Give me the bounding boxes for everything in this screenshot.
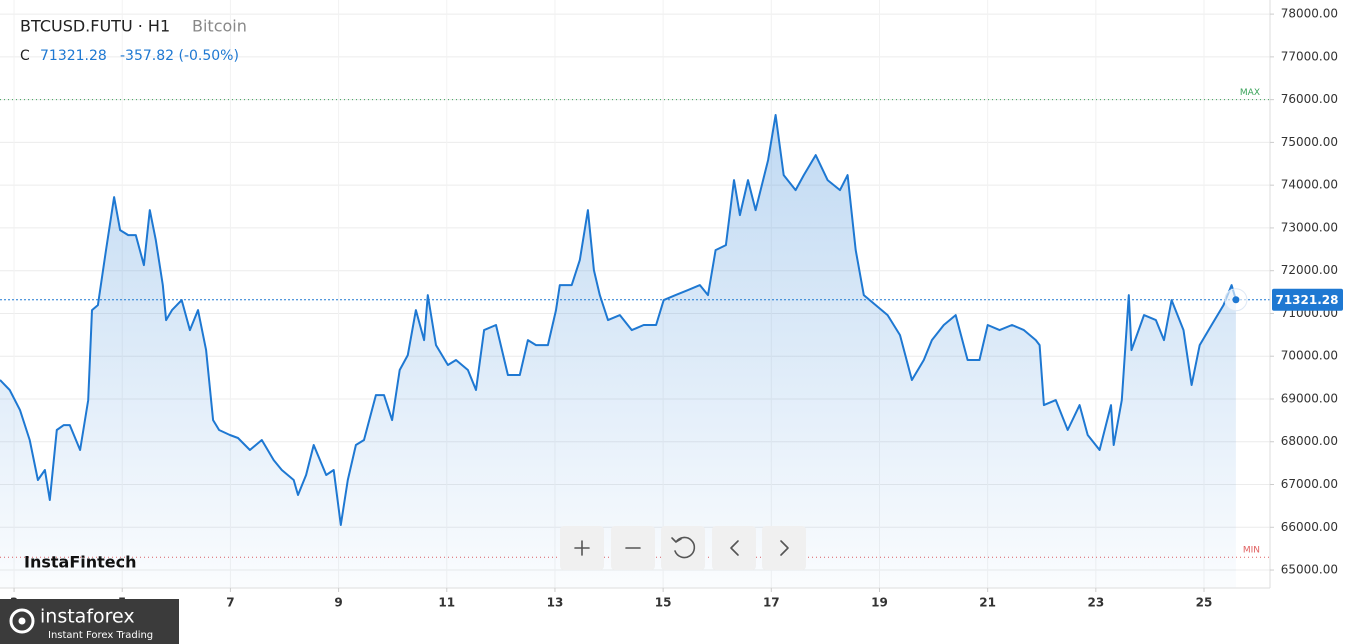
y-tick-label: 75000.00: [1281, 135, 1338, 149]
logo-text: instaforex: [40, 606, 135, 628]
line: [0, 114, 1237, 526]
scroll-left-button[interactable]: [712, 526, 756, 570]
logo-icon: [9, 608, 35, 634]
y-tick-label: 78000.00: [1281, 7, 1338, 21]
zoom-out-button[interactable]: [611, 526, 655, 570]
plot: [0, 114, 1270, 588]
x-tick-label: 23: [1087, 596, 1104, 610]
x-tick-label: 13: [547, 596, 564, 610]
x-tick-label: 9: [334, 596, 342, 610]
y-tick-label: 67000.00: [1281, 477, 1338, 491]
area: [0, 115, 1236, 588]
y-tick-label: 76000.00: [1281, 92, 1338, 106]
watermark: InstaFintech: [24, 553, 137, 572]
x-tick-label: 19: [871, 596, 888, 610]
last-price-label: 71321.28: [1275, 293, 1338, 307]
y-tick-label: 77000.00: [1281, 49, 1338, 63]
close-value: 71321.28: [40, 48, 107, 64]
reset-button[interactable]: [661, 526, 705, 570]
x-tick-label: 21: [979, 596, 996, 610]
x-tick-label: 11: [438, 596, 455, 610]
close-prefix: C: [20, 48, 30, 64]
last-price-dot: [1232, 296, 1240, 304]
x-tick-label: 15: [655, 596, 672, 610]
x-tick-label: 7: [226, 596, 234, 610]
y-tick-label: 68000.00: [1281, 434, 1338, 448]
y-tick-label: 73000.00: [1281, 220, 1338, 234]
chart-subtitle: Bitcoin: [192, 17, 247, 36]
y-tick-label: 69000.00: [1281, 391, 1338, 405]
zoom-in-button[interactable]: [560, 526, 604, 570]
logo-tagline: Instant Forex Trading: [48, 630, 153, 641]
logo-background: [0, 599, 179, 644]
logo: instaforex Instant Forex Trading: [0, 599, 179, 644]
y-tick-label: 66000.00: [1281, 520, 1338, 534]
scroll-right-button[interactable]: [762, 526, 806, 570]
chart-title: BTCUSD.FUTU · H1: [20, 17, 170, 36]
x-tick-label: 25: [1196, 596, 1213, 610]
change: -357.82 (-0.50%): [120, 48, 239, 64]
y-tick-label: 72000.00: [1281, 263, 1338, 277]
axes: 65000.00 66000.00 67000.00 68000.00 69000.00…: [10, 7, 1343, 610]
y-tick-label: 65000.00: [1281, 563, 1338, 577]
reference-label: MAX: [1240, 88, 1260, 98]
y-tick-label: 74000.00: [1281, 178, 1338, 192]
y-tick-label: 70000.00: [1281, 349, 1338, 363]
last-price-badge: [1272, 288, 1343, 311]
x-tick-label: 17: [763, 596, 780, 610]
toolbar: [560, 526, 806, 570]
reference-label: MIN: [1243, 546, 1260, 556]
